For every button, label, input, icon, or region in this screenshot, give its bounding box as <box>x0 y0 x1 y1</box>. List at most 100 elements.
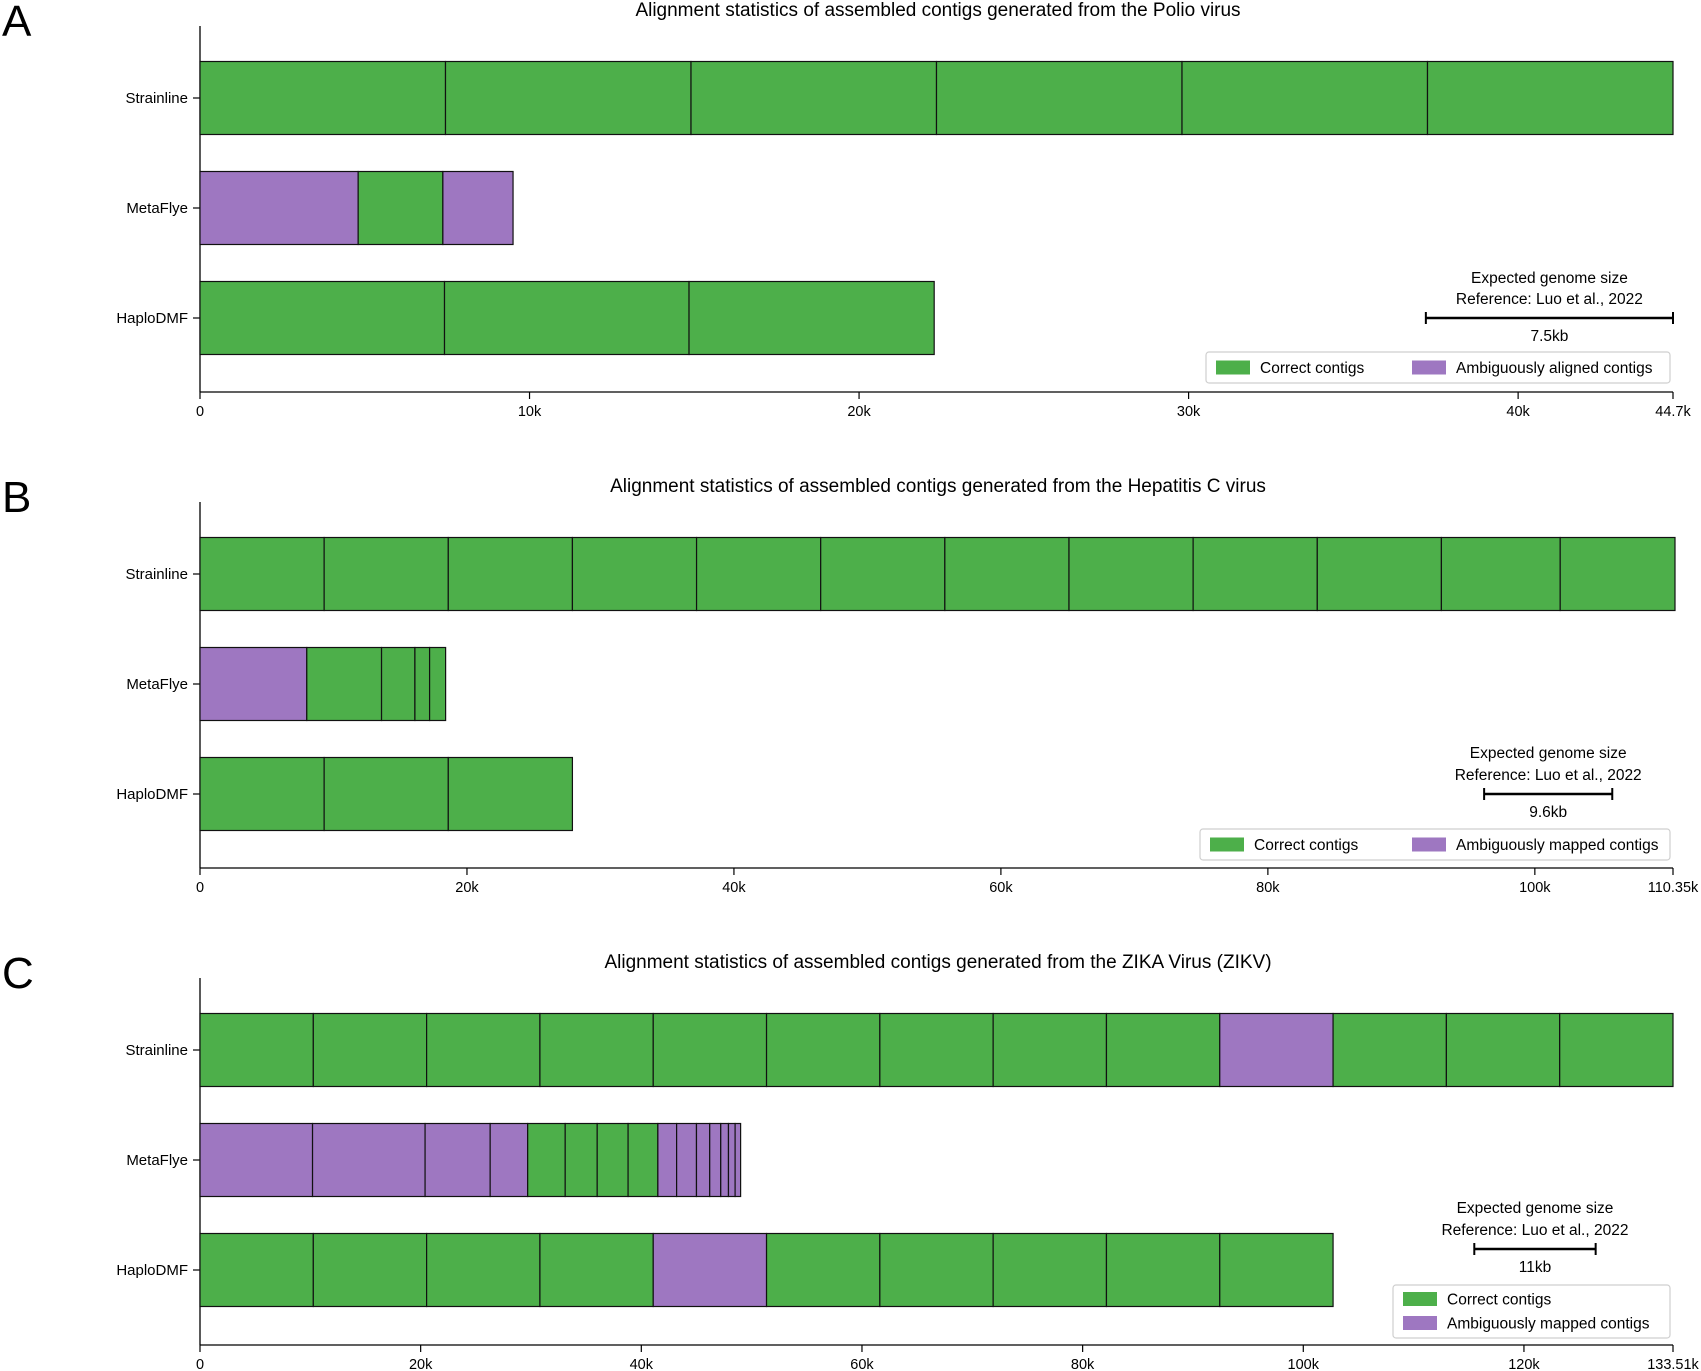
bar-segment-metaflye-5 <box>527 1122 566 1198</box>
category-label: HaploDMF <box>116 310 188 327</box>
genome-size-scale-bar: Expected genome size Reference: Luo et al… <box>1441 1200 1628 1276</box>
bar-segment-strainline-8 <box>1068 536 1194 612</box>
x-tick-label: 120k <box>1508 1357 1540 1371</box>
x-tick-label: 100k <box>1519 880 1551 896</box>
bar-segment-haplodmf-2 <box>312 1232 428 1308</box>
legend-box <box>1392 1284 1671 1339</box>
bar-segment-strainline-4 <box>539 1012 654 1088</box>
legend-label-correct: Correct contigs <box>1447 1292 1551 1309</box>
bar-segment-haplodmf-1 <box>199 756 325 832</box>
legend: Correct contigs Ambiguously aligned conti… <box>1205 351 1671 384</box>
x-tick-label: 40k <box>722 880 746 896</box>
category-label: MetaFlye <box>126 200 188 217</box>
bar-segment-metaflye-1 <box>199 646 308 722</box>
legend-label-correct: Correct contigs <box>1260 360 1364 377</box>
legend-swatch-ambiguous <box>1412 360 1446 375</box>
bar-segment-metaflye-8 <box>627 1122 659 1198</box>
bar-segment-strainline-9 <box>1105 1012 1221 1088</box>
bar-segment-haplodmf-3 <box>447 756 574 832</box>
legend-swatch-correct <box>1210 837 1244 852</box>
genome-size-scale-bar: Expected genome size Reference: Luo et al… <box>1424 270 1674 345</box>
genome-size-scale-bar: Expected genome size Reference: Luo et al… <box>1455 745 1642 821</box>
bar-segment-haplodmf-3 <box>426 1232 541 1308</box>
bar-segment-metaflye-6 <box>564 1122 598 1198</box>
bar-segment-strainline-2 <box>323 536 449 612</box>
bar-segment-metaflye-14 <box>727 1122 736 1198</box>
x-tick-label: 133.51k <box>1647 1357 1699 1371</box>
bar-segment-haplodmf-9 <box>1105 1232 1221 1308</box>
bar-segment-strainline-6 <box>820 536 946 612</box>
category-label: Strainline <box>125 566 188 583</box>
bar-segment-metaflye-3 <box>424 1122 491 1198</box>
x-tick-label: 20k <box>847 404 871 420</box>
bar-segment-metaflye-15 <box>734 1122 742 1198</box>
bar-segment-strainline-8 <box>992 1012 1108 1088</box>
x-tick-label: 30k <box>1177 404 1201 420</box>
x-tick-label: 60k <box>850 1357 874 1371</box>
panel-c: C Alignment statistics of assembled conti… <box>2 949 1700 1371</box>
scale-bar-label: 11kb <box>1519 1259 1551 1276</box>
legend-swatch-ambiguous <box>1412 837 1446 852</box>
bar-segment-metaflye-4 <box>489 1122 529 1198</box>
bar-segment-strainline-3 <box>426 1012 541 1088</box>
bar-segment-haplodmf-1 <box>199 1232 314 1308</box>
chart-title: Alignment statistics of assembled contig… <box>635 0 1240 21</box>
bar-segment-strainline-6 <box>1426 60 1674 136</box>
bar-segment-metaflye-5 <box>428 646 447 722</box>
bar-segment-haplodmf-1 <box>199 280 446 356</box>
bar-segment-haplodmf-10 <box>1219 1232 1334 1308</box>
bar-segment-haplodmf-2 <box>323 756 449 832</box>
bar-segment-strainline-12 <box>1445 1012 1561 1088</box>
bar-segment-metaflye-4 <box>414 646 431 722</box>
category-label: MetaFlye <box>126 1152 188 1169</box>
x-tick-label: 44.7k <box>1655 404 1691 420</box>
bar-segment-metaflye-2 <box>311 1122 426 1198</box>
x-tick-label: 20k <box>409 1357 433 1371</box>
bar-segment-strainline-1 <box>199 1012 314 1088</box>
bar-segment-strainline-3 <box>447 536 574 612</box>
bar-segment-metaflye-1 <box>199 170 359 246</box>
bar-segment-strainline-6 <box>765 1012 881 1088</box>
bar-segment-strainline-7 <box>944 536 1070 612</box>
bar-segment-strainline-2 <box>444 60 692 136</box>
legend-label-ambiguous: Ambiguously aligned contigs <box>1456 360 1653 377</box>
panel-letter: B <box>2 473 31 522</box>
category-label: MetaFlye <box>126 676 188 693</box>
bar-segment-haplodmf-7 <box>879 1232 994 1308</box>
bar-segment-strainline-5 <box>695 536 822 612</box>
bar-segment-metaflye-3 <box>380 646 416 722</box>
bar-segment-strainline-7 <box>879 1012 994 1088</box>
x-tick-label: 20k <box>455 880 479 896</box>
category-label: Strainline <box>125 90 188 107</box>
category-label: HaploDMF <box>116 1262 188 1279</box>
bar-segment-strainline-11 <box>1332 1012 1447 1088</box>
bar-segment-haplodmf-5 <box>652 1232 768 1308</box>
legend-swatch-correct <box>1403 1292 1437 1306</box>
bar-segment-haplodmf-2 <box>443 280 690 356</box>
bar-segment-metaflye-13 <box>720 1122 730 1198</box>
bar-segment-strainline-3 <box>690 60 938 136</box>
x-tick-label: 0 <box>196 404 204 420</box>
category-label: Strainline <box>125 1042 188 1059</box>
scale-bar-label: 9.6kb <box>1529 804 1567 821</box>
legend: Correct contigs Ambiguously mapped contig… <box>1199 828 1671 861</box>
scale-bar-reference: Reference: Luo et al., 2022 <box>1456 291 1643 308</box>
bar-segment-strainline-5 <box>1181 60 1429 136</box>
bar-segment-metaflye-1 <box>199 1122 314 1198</box>
bar-segment-strainline-4 <box>571 536 698 612</box>
x-tick-label: 40k <box>1506 404 1530 420</box>
bar-segment-strainline-11 <box>1440 536 1561 612</box>
legend-swatch-ambiguous <box>1403 1316 1437 1330</box>
scale-bar-reference: Reference: Luo et al., 2022 <box>1441 1222 1628 1239</box>
bar-segment-metaflye-9 <box>657 1122 678 1198</box>
scale-bar-title: Expected genome size <box>1457 1200 1614 1217</box>
legend-label-ambiguous: Ambiguously mapped contigs <box>1447 1316 1650 1333</box>
legend-swatch-correct <box>1216 360 1250 375</box>
bar-segment-strainline-13 <box>1559 1012 1674 1088</box>
panel-letter: A <box>2 0 32 46</box>
x-tick-label: 80k <box>1071 1357 1095 1371</box>
x-tick-label: 100k <box>1288 1357 1320 1371</box>
scale-bar-reference: Reference: Luo et al., 2022 <box>1455 767 1642 784</box>
x-tick-label: 80k <box>1256 880 1280 896</box>
